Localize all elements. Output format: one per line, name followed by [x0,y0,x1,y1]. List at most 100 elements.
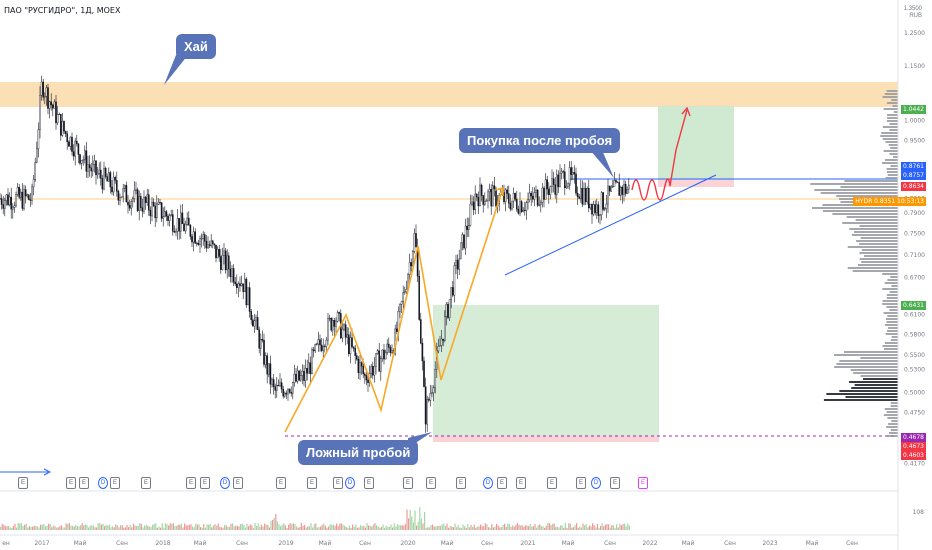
candle-body [605,203,608,209]
volume-bar [563,527,565,530]
candle-body [103,167,105,190]
volume-profile-bar [886,171,898,173]
candle-body [133,190,136,199]
volume-bar [46,525,48,530]
earnings-marker[interactable]: E [456,477,466,489]
volume-bar [600,525,602,530]
candle-body [255,317,257,321]
earnings-marker[interactable]: E [364,477,374,489]
earnings-marker[interactable]: E [233,477,243,489]
earnings-marker[interactable]: E [516,477,526,489]
volume-profile-bar [889,123,898,125]
earnings-marker[interactable]: E [547,477,557,489]
annotation-buy-after-breakout[interactable]: Покупка после пробоя [459,128,621,153]
volume-bar [601,523,603,530]
earnings-marker[interactable]: E [200,477,210,489]
volume-bar [198,524,200,530]
candle-body [612,186,614,188]
candle-body [316,343,318,345]
candle-body [77,143,80,155]
candles-group [0,75,630,433]
candle-body [341,328,344,339]
volume-bar [507,523,509,530]
candle-body [37,129,40,150]
dividend-marker[interactable]: D [591,477,601,489]
volume-bar [152,524,154,530]
earnings-marker[interactable]: E [18,477,28,489]
volume-bar [304,524,306,530]
volume-bar [140,523,142,530]
earnings-marker[interactable]: E [497,477,507,489]
volume-bar [376,525,378,530]
volume-bar [504,523,506,530]
candle-body [546,179,548,190]
candle-body [447,304,449,318]
candle-body [602,192,604,210]
volume-bar [518,524,520,530]
earnings-marker[interactable]: E [426,477,436,489]
time-tick-label: Май [74,540,87,547]
earnings-marker[interactable]: E [333,477,343,489]
dividend-marker[interactable]: D [345,477,355,489]
earnings-marker[interactable]: E [307,477,317,489]
candle-body [146,194,149,203]
candle-body [335,320,337,327]
candle-body [551,178,553,187]
volume-profile-bar [886,90,898,92]
dividend-marker[interactable]: D [98,477,108,489]
candle-body [163,211,166,218]
earnings-marker[interactable]: E [610,477,620,489]
volume-profile-bar [860,237,898,239]
earnings-marker[interactable]: E [141,477,151,489]
volume-bar [299,527,301,530]
earnings-marker[interactable]: E [186,477,196,489]
volume-bar [532,526,534,530]
candle-body [389,347,392,353]
volume-bar [20,523,22,530]
volume-bar [510,526,512,530]
earnings-marker[interactable]: E [403,477,413,489]
volume-bar [468,527,470,530]
volume-bar [121,525,123,530]
candle-body [264,355,267,365]
candle-body [420,319,422,344]
candle-body [280,382,283,390]
candle-body [173,231,176,233]
candle-body [488,188,491,193]
candle-body [61,120,64,136]
candle-body [28,194,30,200]
candle-body [376,350,379,354]
volume-profile-bar [887,279,898,281]
earnings-marker[interactable]: E [638,477,648,489]
volume-bar [574,525,576,530]
earnings-marker[interactable]: E [276,477,286,489]
earnings-marker[interactable]: E [79,477,89,489]
candle-body [191,236,193,243]
volume-bar [432,524,434,530]
candle-body [589,203,592,209]
candle-body [300,375,302,381]
volume-profile-bar [890,165,898,167]
candle-body [67,141,70,147]
volume-bar [128,527,130,530]
annotation-false-breakout[interactable]: Ложный пробой [298,440,419,465]
volume-profile-bar [844,180,898,182]
dividend-marker[interactable]: D [483,477,493,489]
dividend-marker[interactable]: D [220,477,230,489]
volume-bar [145,524,147,530]
earnings-marker[interactable]: E [66,477,76,489]
price-tick-label: 0.4170 [904,461,925,468]
volume-bar [219,526,221,530]
candle-body [304,368,307,381]
candle-body [187,217,190,226]
candle-body [85,150,88,172]
candle-body [237,283,240,288]
volume-bar [24,524,26,530]
volume-bar [281,524,283,530]
volume-bar [587,527,589,530]
volume-bar [396,523,398,530]
annotation-high[interactable]: Хай [176,34,216,59]
earnings-marker[interactable]: E [110,477,120,489]
earnings-marker[interactable]: E [576,477,586,489]
